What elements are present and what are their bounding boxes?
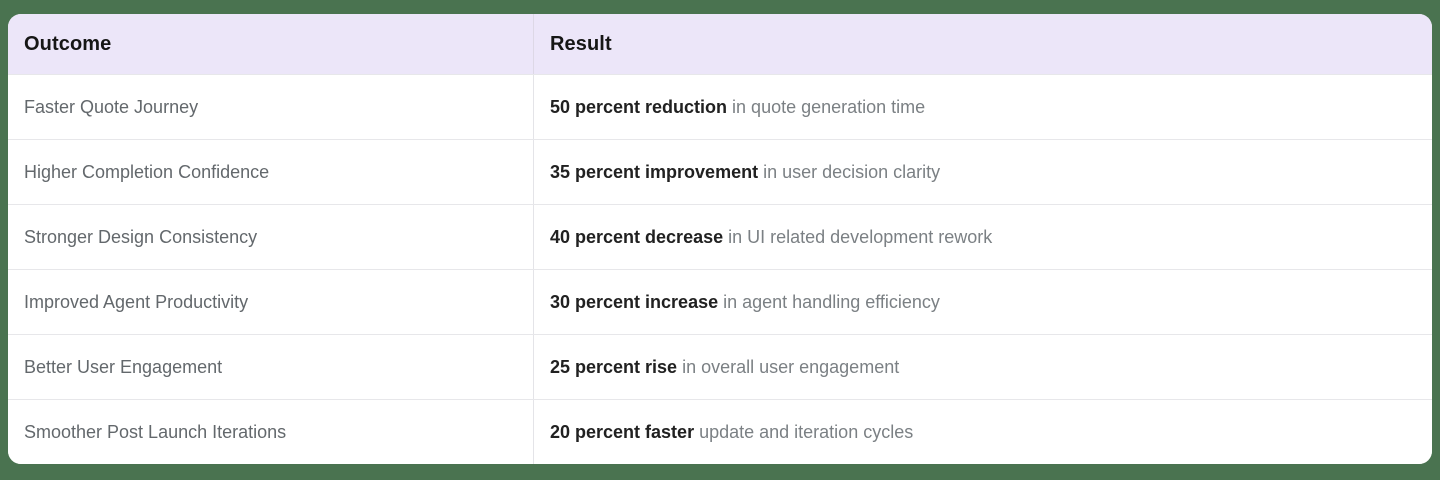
table-row: Higher Completion Confidence 35 percent … — [8, 139, 1432, 204]
result-highlight: 50 percent reduction — [550, 96, 728, 117]
outcome-cell: Smoother Post Launch Iterations — [8, 400, 533, 464]
outcome-cell: Stronger Design Consistency — [8, 205, 533, 269]
table-row: Stronger Design Consistency 40 percent d… — [8, 204, 1432, 269]
result-cell: 35 percent improvement in user decision … — [533, 140, 1432, 204]
result-cell: 40 percent decrease in UI related develo… — [533, 205, 1432, 269]
outcome-cell: Faster Quote Journey — [8, 75, 533, 139]
column-header-outcome: Outcome — [24, 32, 112, 55]
column-header-result: Result — [533, 14, 1432, 74]
result-highlight: 20 percent faster — [550, 421, 695, 442]
result-cell: 25 percent rise in overall user engageme… — [533, 335, 1432, 399]
result-highlight: 30 percent increase — [550, 291, 719, 312]
outcome-text: Smoother Post Launch Iterations — [24, 421, 287, 442]
outcome-text: Better User Engagement — [24, 356, 223, 377]
result-cell: 50 percent reduction in quote generation… — [533, 75, 1432, 139]
table-row: Smoother Post Launch Iterations 20 perce… — [8, 399, 1432, 464]
result-cell: 20 percent faster update and iteration c… — [533, 400, 1432, 464]
outcome-cell: Higher Completion Confidence — [8, 140, 533, 204]
result-highlight: 40 percent decrease — [550, 226, 724, 247]
outcome-cell: Better User Engagement — [8, 335, 533, 399]
table-row: Better User Engagement 25 percent rise i… — [8, 334, 1432, 399]
result-highlight: 25 percent rise — [550, 356, 678, 377]
outcome-text: Stronger Design Consistency — [24, 226, 258, 247]
result-detail: in user decision clarity — [763, 161, 941, 182]
table-row: Improved Agent Productivity 30 percent i… — [8, 269, 1432, 334]
result-highlight: 35 percent improvement — [550, 161, 759, 182]
result-detail: in overall user engagement — [682, 356, 900, 377]
outcome-text: Higher Completion Confidence — [24, 161, 270, 182]
result-detail: in UI related development rework — [728, 226, 993, 247]
result-detail: in quote generation time — [732, 96, 926, 117]
outcome-text: Improved Agent Productivity — [24, 291, 249, 312]
result-detail: update and iteration cycles — [699, 421, 914, 442]
outcome-text: Faster Quote Journey — [24, 96, 199, 117]
result-cell: 30 percent increase in agent handling ef… — [533, 270, 1432, 334]
outcome-cell: Improved Agent Productivity — [8, 270, 533, 334]
table-header-row: Outcome Result — [8, 14, 1432, 74]
result-detail: in agent handling efficiency — [723, 291, 940, 312]
table-row: Faster Quote Journey 50 percent reductio… — [8, 74, 1432, 139]
outcomes-results-table: Outcome Result Faster Quote Journey 50 p… — [8, 14, 1432, 464]
